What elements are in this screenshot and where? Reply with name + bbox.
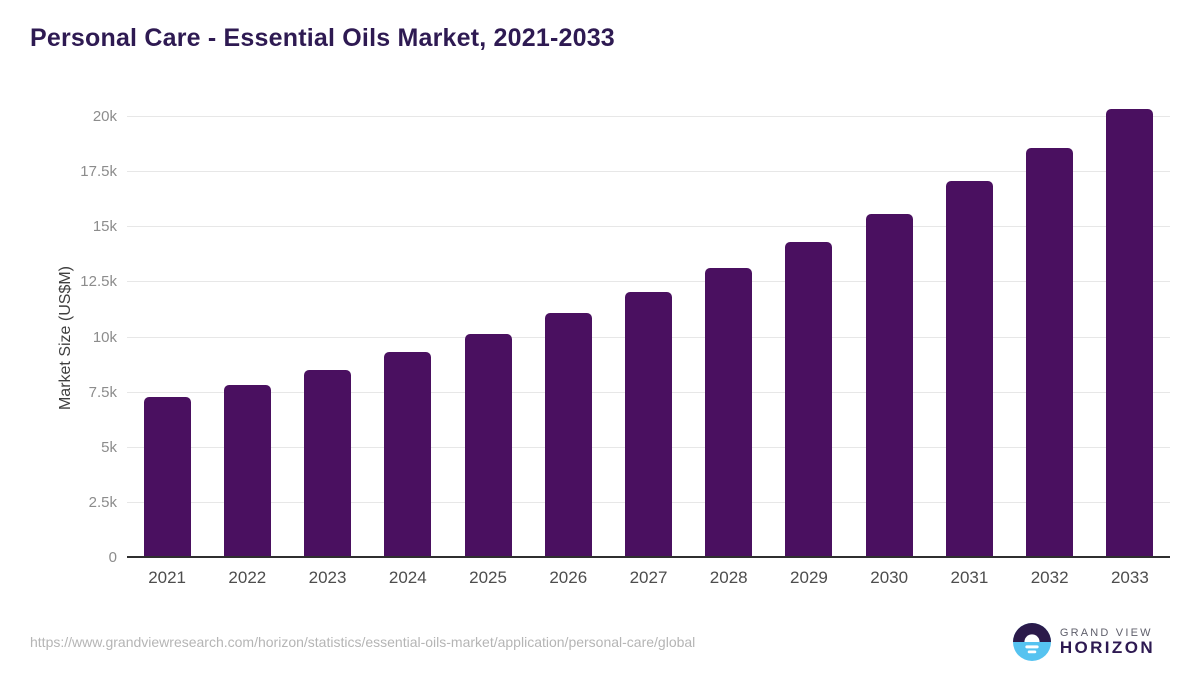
source-url: https://www.grandviewresearch.com/horizo…	[30, 634, 696, 650]
x-tick-label: 2027	[629, 568, 668, 587]
x-tick-label: 2025	[469, 568, 507, 587]
y-axis-title: Market Size (US$M)	[57, 265, 74, 411]
y-tick-label: 15k	[92, 218, 117, 236]
bar-2022[interactable]	[223, 385, 271, 557]
gridline	[127, 116, 1170, 117]
x-axis-line	[127, 556, 1170, 558]
y-tick-label: 5k	[101, 438, 117, 456]
x-tick-label: 2021	[148, 568, 187, 587]
bar-2029[interactable]	[785, 241, 833, 557]
x-tick-label: 2030	[870, 568, 909, 587]
bar-2033[interactable]	[1106, 109, 1154, 557]
bar-2030[interactable]	[865, 214, 913, 557]
bar-2032[interactable]	[1026, 147, 1074, 557]
bar-2031[interactable]	[945, 181, 993, 557]
y-tick-label: 0	[108, 549, 117, 566]
x-tick-label: 2029	[790, 568, 828, 587]
bar-2021[interactable]	[143, 397, 191, 557]
y-tick-label: 2.5k	[88, 493, 117, 511]
y-tick-label: 7.5k	[88, 383, 117, 401]
x-tick-label: 2033	[1110, 568, 1149, 587]
plot-area: 0 2.5k 5k 7.5k 10k 12.5k 15k 17.5k 20k 2021 2022 20…	[80, 100, 1170, 587]
bar-2027[interactable]	[625, 292, 672, 557]
gridline	[127, 281, 1170, 283]
logo-text-grand-view: GRAND VIEW	[1059, 626, 1153, 639]
x-tick-label: 2028	[709, 568, 748, 587]
y-tick-label: 10k	[92, 328, 117, 346]
bar-2026[interactable]	[544, 313, 592, 557]
x-tick-label: 2031	[950, 568, 989, 587]
gridline	[127, 171, 1170, 173]
grand-view-horizon-logo: GRAND VIEW HORIZON	[1012, 623, 1155, 661]
logo-text-horizon: HORIZON	[1059, 637, 1155, 657]
x-tick-label: 2024	[388, 568, 427, 587]
y-tick-label: 17.5k	[80, 163, 117, 181]
x-tick-label: 2032	[1030, 568, 1069, 587]
bar-2028[interactable]	[705, 268, 753, 557]
y-tick-label: 12.5k	[80, 273, 117, 291]
horizon-sun-icon	[1012, 623, 1051, 661]
logo-text: GRAND VIEW HORIZON	[1060, 627, 1155, 658]
bar-2024[interactable]	[384, 351, 432, 557]
bar-2025[interactable]	[464, 334, 512, 557]
x-tick-label: 2022	[228, 568, 267, 587]
chart-title: Personal Care - Essential Oils Market, 2…	[30, 24, 615, 52]
x-tick-label: 2026	[549, 568, 588, 587]
footer: https://www.grandviewresearch.com/horizo…	[0, 612, 1200, 672]
gridline	[127, 226, 1170, 228]
x-tick-label: 2023	[308, 568, 347, 587]
y-tick-label: 20k	[92, 108, 117, 125]
bar-2023[interactable]	[304, 369, 352, 557]
